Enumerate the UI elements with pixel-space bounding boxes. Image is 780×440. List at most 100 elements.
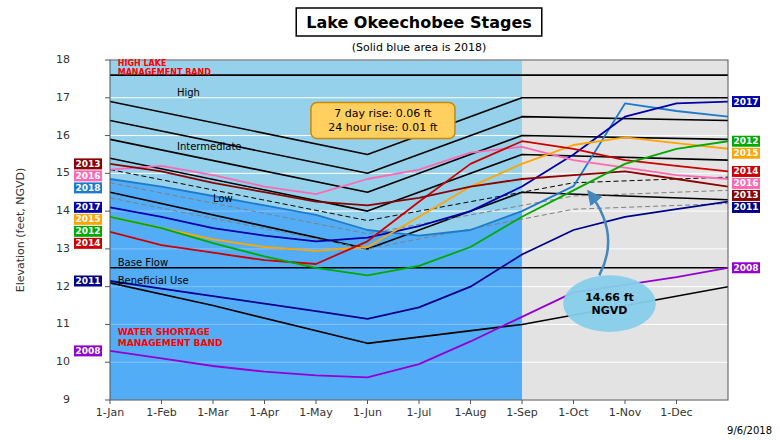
- text-line: 9/6/2018: [727, 425, 772, 436]
- x-tick: [110, 400, 111, 404]
- plot-area: [110, 60, 728, 400]
- year-label-bg: [74, 170, 102, 181]
- year-label-bg: [732, 148, 760, 159]
- year-label-bg: [732, 202, 760, 213]
- text-line: High: [177, 87, 200, 98]
- year-line: [110, 137, 728, 250]
- x-tick: [419, 400, 420, 404]
- year-label-bg: [74, 238, 102, 249]
- y-tick: [105, 248, 110, 249]
- annotation: 7 day rise: 0.06 ft24 hour rise: 0.01 ft: [328, 107, 438, 134]
- x-tick-label: 1-Sep: [506, 406, 538, 419]
- plot-frame: [110, 60, 728, 400]
- area-fill: [110, 103, 522, 400]
- text-line: HIGH LAKE: [118, 59, 167, 68]
- annotation-box: [311, 102, 455, 138]
- area-group: [110, 103, 522, 400]
- title-box: [296, 8, 542, 36]
- x-tick-label: 1-Oct: [558, 406, 589, 419]
- annotation: 14.66 ftNGVD: [585, 291, 634, 317]
- x-tick-label: 1-Apr: [250, 406, 280, 419]
- x-tick-label: 1-Feb: [146, 406, 176, 419]
- y-tick-label: 17: [56, 91, 70, 104]
- year-label: 2012: [75, 226, 100, 236]
- y-tick: [105, 211, 110, 212]
- year-label: 2017: [733, 97, 758, 107]
- annotation: WATER SHORTAGEMANAGEMENT BAND: [118, 327, 223, 348]
- year-label: 2014: [75, 238, 100, 248]
- year-label: 2017: [75, 202, 100, 212]
- year-line: [110, 102, 728, 242]
- year-line: [110, 141, 728, 264]
- year-label-bg: [74, 226, 102, 237]
- year-label: 2018: [75, 183, 100, 193]
- y-axis-label: Elevation (feet, NGVD): [14, 168, 27, 293]
- year-label-bg: [74, 182, 102, 193]
- year-label: 2011: [733, 202, 758, 212]
- y-tick: [105, 400, 110, 401]
- year-label: 2014: [733, 166, 758, 176]
- annotation: HIGH LAKEMANAGEMENT BAND: [118, 59, 211, 77]
- text-line: Intermediate: [177, 141, 242, 152]
- year-label-bg: [74, 214, 102, 225]
- year-label: 2013: [733, 190, 758, 200]
- annotations: HighIntermediateLowBase FlowBeneficial U…: [118, 59, 772, 436]
- x-tick: [573, 400, 574, 404]
- year-label-bg: [732, 96, 760, 107]
- text-line: MANAGEMENT BAND: [118, 338, 223, 348]
- x-tick: [676, 400, 677, 404]
- x-tick-label: 1-Jul: [407, 406, 432, 419]
- y-tick-label: 12: [56, 280, 70, 293]
- dashed-line: [110, 198, 728, 249]
- title: Lake Okeechobee Stages: [306, 13, 532, 32]
- x-tick-label: 1-Nov: [609, 406, 642, 419]
- year-label: 2012: [733, 136, 758, 146]
- x-tick: [264, 400, 265, 404]
- annotation: Low: [213, 193, 233, 204]
- x-tick: [625, 400, 626, 404]
- text-line: Beneficial Use: [118, 275, 189, 286]
- year-line: [110, 164, 728, 206]
- annotation: 9/6/2018: [727, 425, 772, 436]
- year-label-bg: [732, 136, 760, 147]
- year-label: 2016: [75, 171, 100, 181]
- year-label: 2016: [733, 178, 758, 188]
- year-label: 2008: [75, 346, 100, 356]
- y-tick-label: 10: [56, 355, 70, 368]
- y-tick: [105, 286, 110, 287]
- y-tick-label: 15: [56, 166, 70, 179]
- year-line: [110, 147, 728, 194]
- subtitle: (Solid blue area is 2018): [352, 41, 486, 54]
- year-line: [110, 268, 728, 378]
- y-tick: [105, 324, 110, 325]
- annotation: Intermediate: [177, 141, 242, 152]
- year-label: 2015: [75, 214, 100, 224]
- text-line: WATER SHORTAGE: [118, 327, 210, 337]
- y-tick: [105, 362, 110, 363]
- band-line: [110, 136, 728, 193]
- x-tick: [161, 400, 162, 404]
- year-labels: 2013 2016 2018 2017 2015 2012 2014 2011 2008 2017…: [74, 96, 760, 356]
- axes: 91011121314151617181-Jan1-Feb1-Mar1-Apr1…: [14, 53, 693, 419]
- year-label-bg: [74, 276, 102, 287]
- plot-background: [110, 60, 728, 400]
- x-tick: [522, 400, 523, 404]
- year-label-bg: [732, 178, 760, 189]
- text-line: 14.66 ft: [585, 291, 634, 304]
- x-tick-label: 1-Aug: [454, 406, 486, 419]
- text-line: MANAGEMENT BAND: [118, 68, 211, 77]
- x-tick: [470, 400, 471, 404]
- band-line: [110, 267, 728, 269]
- chart: 91011121314151617181-Jan1-Feb1-Mar1-Apr1…: [0, 0, 780, 440]
- annotation-arrow: [589, 192, 608, 275]
- y-tick: [105, 60, 110, 61]
- text-line: 24 hour rise: 0.01 ft: [328, 121, 438, 134]
- year-line: [110, 141, 728, 275]
- y-tick-label: 9: [63, 393, 70, 406]
- text-line: Low: [213, 193, 233, 204]
- year-label: 2013: [75, 159, 100, 169]
- year-label-bg: [732, 262, 760, 273]
- y-tick: [105, 173, 110, 174]
- year-label-bg: [74, 202, 102, 213]
- y-tick-label: 16: [56, 129, 70, 142]
